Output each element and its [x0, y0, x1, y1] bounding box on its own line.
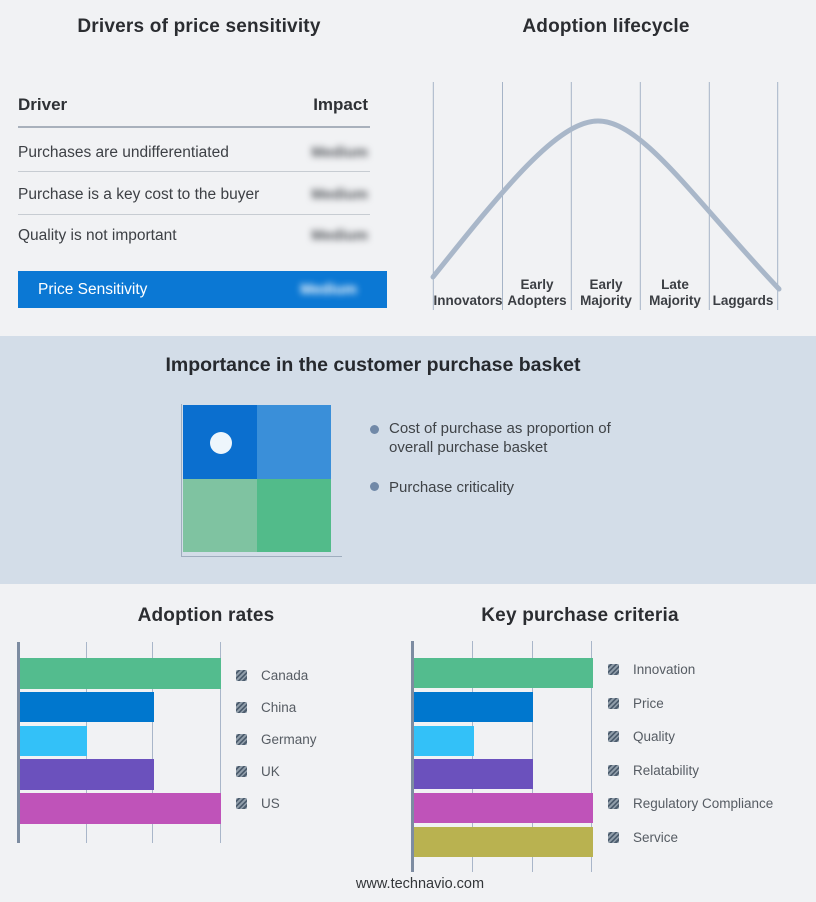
table-row-rule [18, 171, 370, 172]
stage-label-early-majority: Early Majority [580, 277, 632, 308]
legend-item-service: Service [608, 821, 773, 855]
purchase-basket-quadrant [183, 405, 331, 552]
gridline [219, 642, 221, 843]
legend-item-china: China [236, 691, 317, 723]
legend-swatch-icon [236, 765, 247, 777]
bar-quality [414, 725, 474, 756]
gridline [531, 641, 533, 872]
quadrant-x-axis [181, 556, 342, 557]
stage-label-early-adopters: Early Adopters [507, 277, 567, 308]
adoption-rates-y-axis [17, 642, 20, 843]
legend-label: Price [633, 695, 664, 711]
criteria-y-axis [411, 641, 414, 872]
bar-canada [20, 658, 221, 689]
legend-label: Canada [261, 667, 309, 683]
legend-swatch-icon [608, 731, 619, 743]
bullet-icon [370, 425, 379, 434]
bar-us [20, 793, 221, 824]
gridline [472, 641, 473, 872]
quadrant-cell-bottom-left [183, 479, 257, 552]
legend-item-regulatory-compliance: Regulatory Compliance [608, 787, 773, 821]
quadrant-cell-top-left [183, 405, 257, 479]
bar-uk [20, 759, 154, 790]
legend-label: Germany [261, 731, 317, 747]
legend-swatch-icon [608, 831, 619, 843]
legend-label: US [261, 795, 280, 811]
table-row-driver: Purchases are undifferentiated [18, 144, 229, 161]
bar-relatability [414, 759, 533, 790]
column-header-impact: Impact [313, 95, 368, 114]
legend-label: Service [633, 829, 679, 845]
stage-label-laggards: Laggards [712, 292, 774, 308]
bar-innovation [414, 658, 593, 688]
position-dot [210, 432, 232, 454]
table-row-impact-blurred: Medium [311, 186, 368, 203]
purchase-basket-section [0, 336, 816, 584]
legend-label: Quality [633, 729, 676, 745]
legend-swatch-icon [236, 733, 247, 745]
table-row-impact-blurred: Medium [311, 227, 368, 244]
drivers-panel-title: Drivers of price sensitivity [77, 16, 321, 37]
legend-swatch-icon [236, 701, 247, 713]
bar-service [414, 826, 593, 857]
lifecycle-bell-curve-chart [430, 82, 782, 310]
legend-item-canada: Canada [236, 659, 317, 691]
price-sensitivity-label: Price Sensitivity [38, 280, 148, 298]
legend-item-quality: Quality [608, 720, 773, 754]
criteria-legend: Innovation Price Quality Relatability Regula… [608, 653, 773, 854]
table-row-driver: Purchase is a key cost to the buyer [18, 186, 260, 203]
legend-label: UK [261, 763, 280, 779]
bar-germany [20, 725, 87, 757]
quadrant-cell-top-right [257, 405, 331, 479]
legend-swatch-icon [608, 798, 619, 810]
bar-china [20, 691, 154, 723]
legend-swatch-icon [608, 664, 619, 676]
lifecycle-panel-title: Adoption lifecycle [522, 16, 690, 37]
bullet-icon [370, 482, 379, 491]
legend-swatch-icon [236, 797, 247, 809]
gridline [151, 642, 153, 843]
stage-label-innovators: Innovators [433, 292, 503, 308]
price-sensitivity-highlight-row: Price Sensitivity Medium [18, 271, 387, 308]
legend-label: Regulatory Compliance [633, 796, 774, 812]
gridline [591, 641, 592, 872]
legend-label: Relatability [633, 762, 700, 778]
legend-item-innovation: Innovation [608, 653, 773, 687]
legend-item-uk: UK [236, 755, 317, 787]
quadrant-y-axis [181, 404, 182, 557]
footer-link[interactable]: www.technavio.com [355, 876, 485, 892]
bullet-text-criticality: Purchase criticality [389, 479, 515, 496]
legend-swatch-icon [608, 764, 619, 776]
bell-curve-path [430, 118, 782, 292]
criteria-bars [414, 658, 593, 861]
table-header-rule [18, 126, 370, 128]
legend-swatch-icon [608, 697, 619, 709]
price-sensitivity-impact-blurred: Medium [300, 281, 357, 298]
legend-item-relatability: Relatability [608, 754, 773, 788]
adoption-rates-title: Adoption rates [137, 605, 275, 626]
legend-swatch-icon [236, 669, 247, 681]
quadrant-cell-bottom-right [257, 479, 331, 552]
table-row-rule [18, 214, 370, 215]
basket-section-title: Importance in the customer purchase bask… [165, 354, 581, 376]
bar-regulatory-compliance [414, 793, 593, 824]
legend-label: China [261, 699, 297, 715]
adoption-rates-legend: Canada China Germany UK US [236, 659, 317, 819]
bullet-text-cost: Cost of purchase as proportion of overal… [389, 420, 611, 456]
adoption-rates-bars [20, 658, 221, 827]
table-row-driver: Quality is not important [18, 227, 177, 244]
column-header-driver: Driver [18, 95, 68, 114]
table-row-impact-blurred: Medium [311, 144, 368, 161]
stage-label-late-majority: Late Majority [649, 277, 701, 308]
legend-item-price: Price [608, 687, 773, 721]
legend-item-germany: Germany [236, 723, 317, 755]
legend-label: Innovation [633, 662, 696, 678]
key-purchase-criteria-title: Key purchase criteria [481, 605, 679, 626]
bar-price [414, 691, 533, 722]
legend-item-us: US [236, 787, 317, 819]
